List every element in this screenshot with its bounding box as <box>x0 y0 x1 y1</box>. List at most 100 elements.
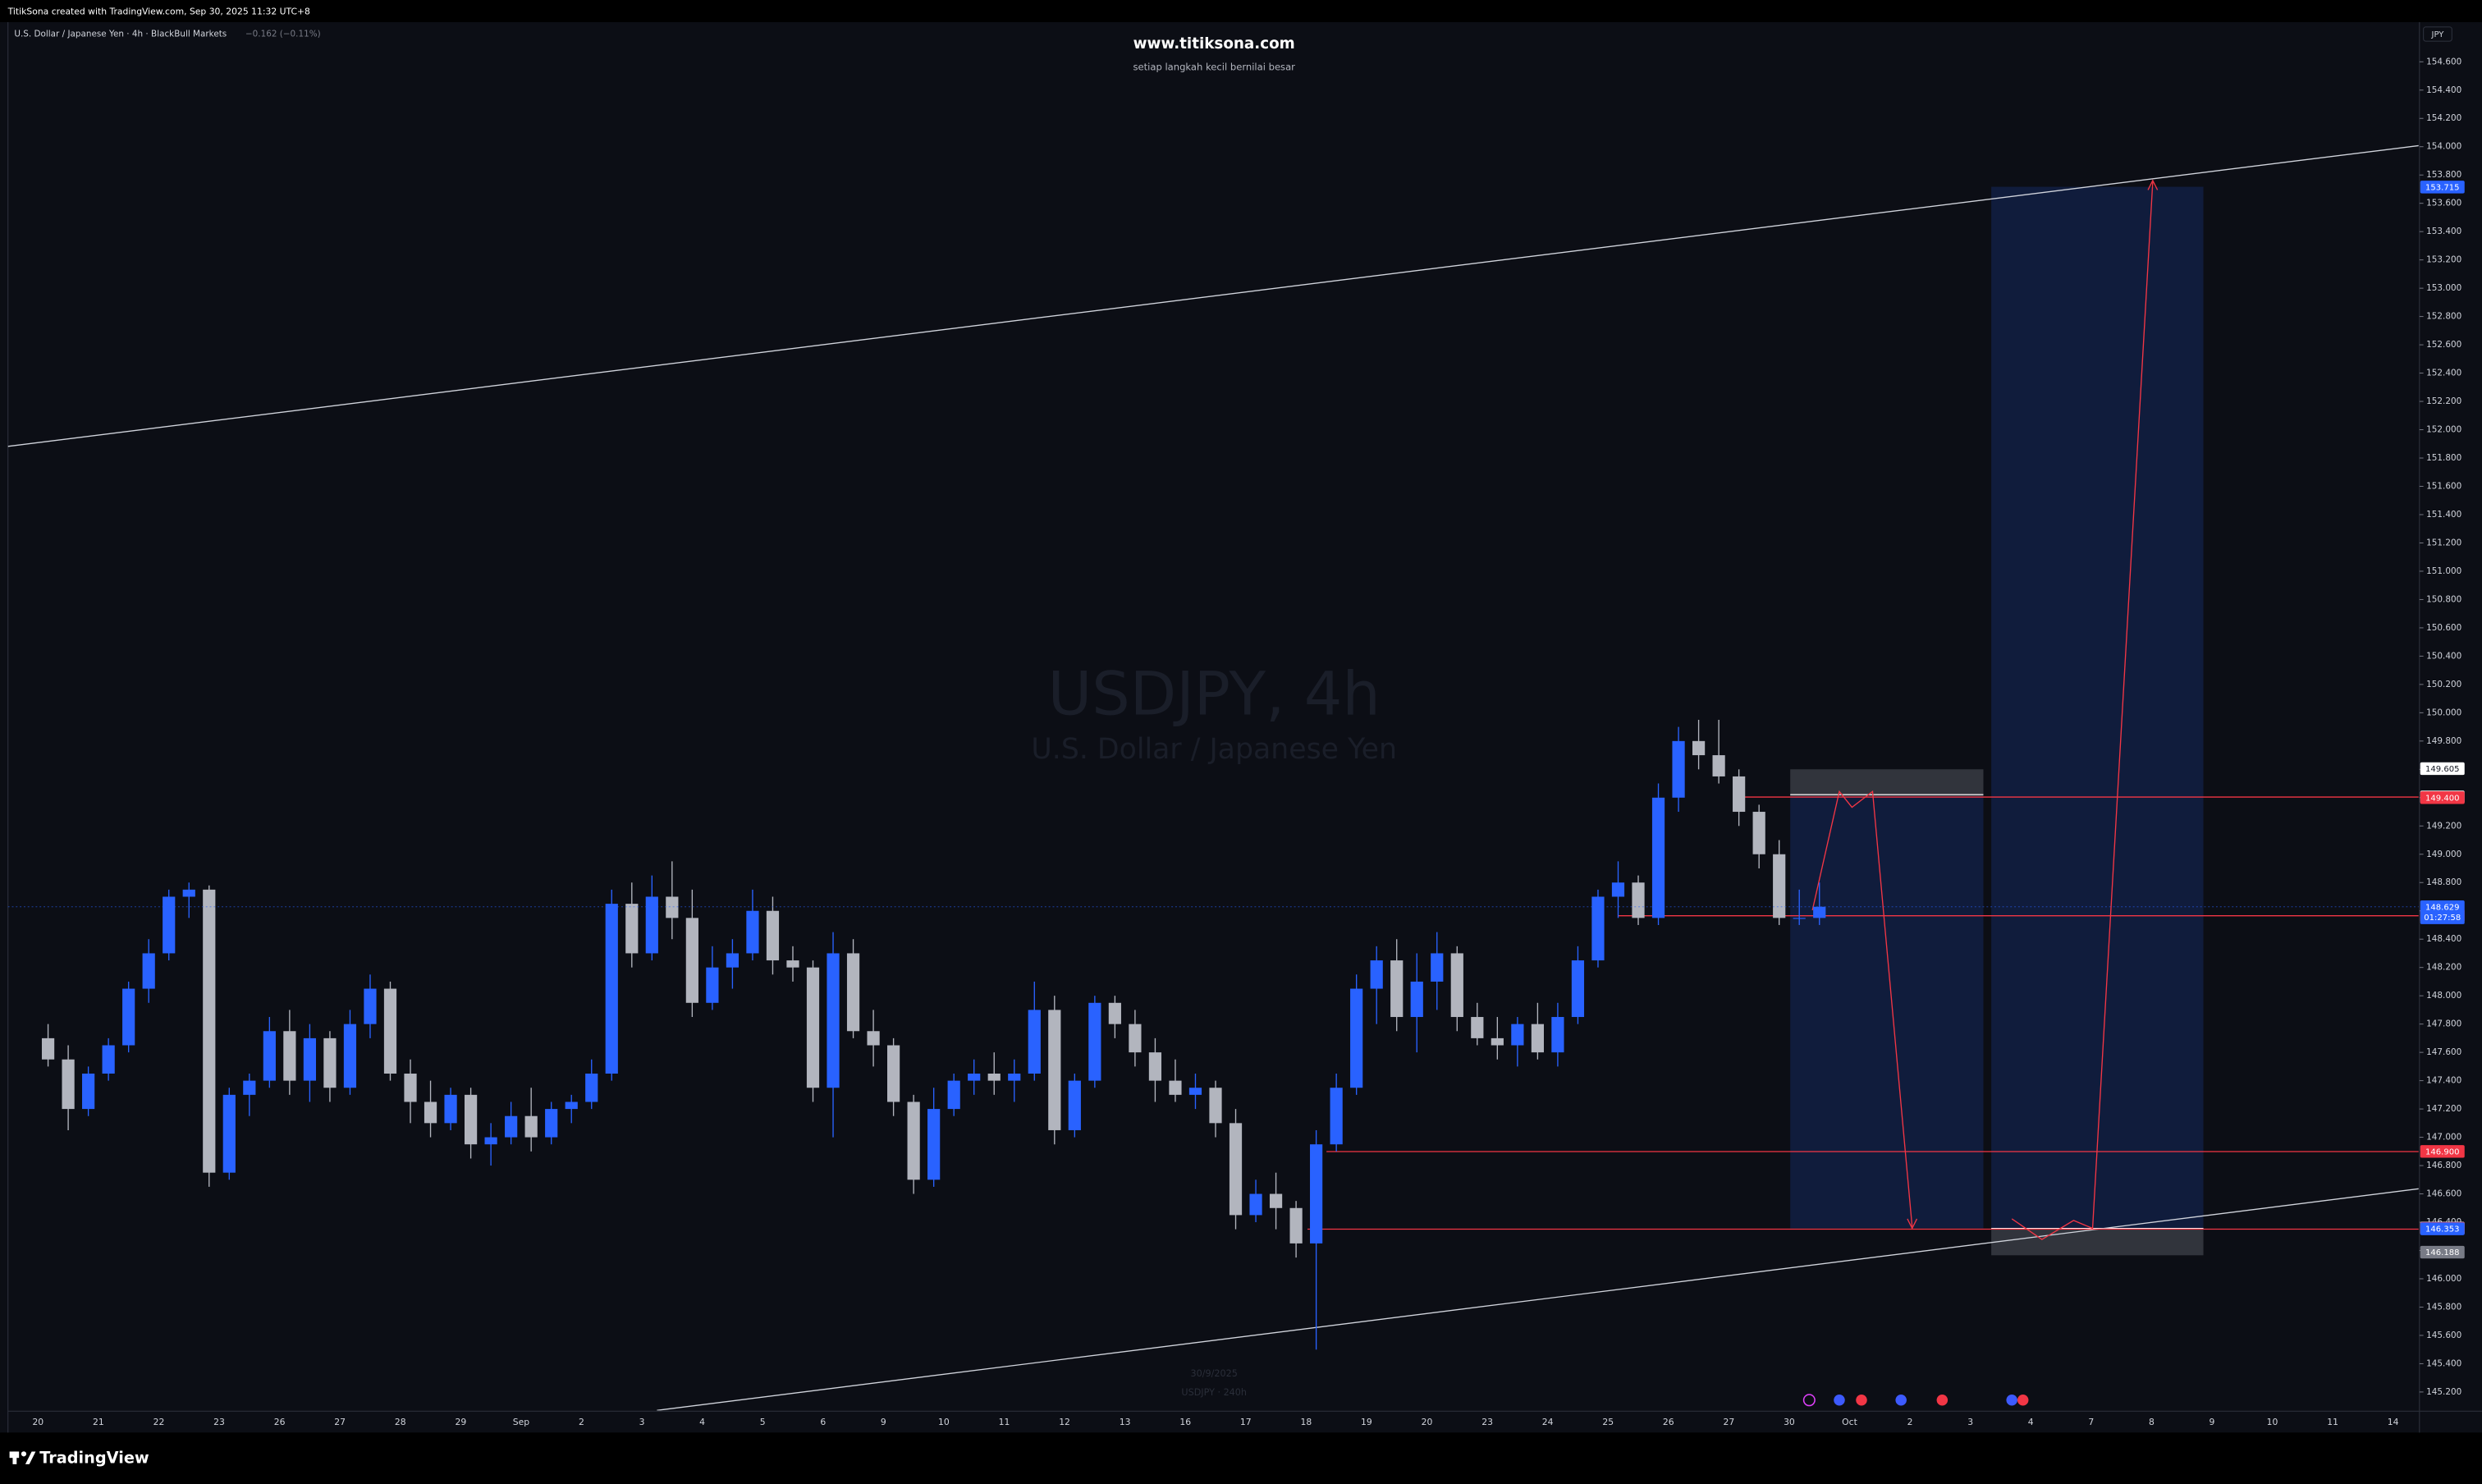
y-tick-label: 146.800 <box>2426 1161 2461 1170</box>
interval-watermark: USDJPY · 240h <box>1181 1387 1247 1398</box>
y-tick-label: 147.600 <box>2426 1047 2461 1057</box>
candle-body <box>82 1073 95 1110</box>
candle-body <box>1813 906 1826 918</box>
x-tick-label: 29 <box>455 1417 466 1427</box>
y-tick-label: 148.400 <box>2426 934 2461 944</box>
brand: TradingView <box>39 1449 149 1468</box>
candle-body <box>1269 1193 1283 1208</box>
candle-body <box>263 1031 276 1081</box>
symbol-legend: U.S. Dollar / Japanese Yen · 4h · BlackB… <box>14 29 227 39</box>
candle-body <box>1712 755 1725 776</box>
candle-body <box>605 904 618 1074</box>
x-tick-label: 3 <box>639 1417 645 1427</box>
candle-body <box>1733 776 1746 813</box>
candle-body <box>383 988 397 1074</box>
candle-body <box>1169 1080 1182 1095</box>
y-tick-label: 150.800 <box>2426 594 2461 604</box>
y-tick-label: 154.200 <box>2426 113 2461 123</box>
candle-body <box>1611 882 1625 897</box>
symbol-watermark-subtitle: U.S. Dollar / Japanese Yen <box>1031 733 1397 766</box>
candle-body <box>1651 797 1665 918</box>
event-icons <box>1802 1394 2029 1407</box>
candle-body <box>927 1109 941 1180</box>
event-icon <box>2017 1395 2029 1406</box>
x-tick-label: 23 <box>213 1417 225 1427</box>
candles <box>7 719 2419 1350</box>
x-tick-label: 27 <box>334 1417 346 1427</box>
x-tick-label: 18 <box>1300 1417 1312 1427</box>
x-tick-label: Sep <box>513 1417 529 1427</box>
y-tick-label: 147.800 <box>2426 1019 2461 1029</box>
candle-body <box>545 1109 558 1138</box>
candle-body <box>62 1059 75 1110</box>
candle-body <box>1148 1052 1162 1081</box>
y-tick-label: 147.200 <box>2426 1104 2461 1114</box>
y-tick-label: 154.600 <box>2426 57 2461 66</box>
candle-body <box>1350 988 1363 1088</box>
candle-body <box>283 1031 296 1081</box>
x-tick-label: 9 <box>881 1417 886 1427</box>
candle-body <box>1591 896 1605 961</box>
candle-body <box>625 904 639 954</box>
candle-body <box>1692 740 1706 756</box>
y-axis-unit: JPY <box>2431 30 2445 39</box>
short-target-zone <box>1790 796 1984 1229</box>
candle-body <box>404 1073 417 1102</box>
candle-body <box>827 953 840 1088</box>
candle-body <box>1773 854 1786 918</box>
candle-body <box>1370 960 1383 989</box>
price-badge-label: 146.353 <box>2425 1225 2459 1234</box>
candle-body <box>1008 1073 1021 1081</box>
projection-path <box>1811 790 1913 1227</box>
candle-body <box>464 1094 478 1145</box>
x-tick-label: 9 <box>2210 1417 2215 1427</box>
candle-body <box>867 1031 880 1046</box>
channel-upper <box>7 144 2419 447</box>
x-tick-label: 30 <box>1784 1417 1795 1427</box>
candle-body <box>947 1080 960 1110</box>
x-tick-label: 5 <box>760 1417 766 1427</box>
y-tick-label: 154.000 <box>2426 142 2461 152</box>
footer-bar <box>0 1432 2482 1484</box>
y-tick-label: 151.200 <box>2426 538 2461 547</box>
y-tick-label: 150.200 <box>2426 680 2461 689</box>
y-tick-label: 152.000 <box>2426 425 2461 435</box>
candle-body <box>1431 953 1444 982</box>
price-badge-label: 146.900 <box>2425 1147 2459 1157</box>
y-tick-label: 151.400 <box>2426 510 2461 520</box>
candle-body <box>1491 1037 1504 1046</box>
price-badge-label: 146.188 <box>2425 1248 2459 1257</box>
x-tick-label: 10 <box>2267 1417 2278 1427</box>
candle-body <box>1551 1017 1564 1053</box>
candle-body <box>323 1037 337 1088</box>
x-tick-label: 27 <box>1724 1417 1735 1427</box>
candle-body <box>746 910 759 954</box>
x-tick-label: 12 <box>1059 1417 1070 1427</box>
candle-body <box>444 1094 457 1124</box>
symbol-watermark: USDJPY, 4h <box>1048 659 1381 729</box>
x-tick-label: 2 <box>579 1417 584 1427</box>
x-tick-label: 7 <box>2088 1417 2094 1427</box>
event-icon <box>1834 1395 1845 1406</box>
candle-body <box>364 988 377 1024</box>
y-tick-label: 145.800 <box>2426 1302 2461 1312</box>
y-tick-label: 153.200 <box>2426 255 2461 265</box>
x-tick-label: 23 <box>1481 1417 1493 1427</box>
x-tick-label: 8 <box>2149 1417 2155 1427</box>
candle-body <box>1450 953 1463 1018</box>
candle-body <box>585 1073 598 1102</box>
y-tick-label: 153.000 <box>2426 283 2461 293</box>
candle-body <box>1028 1010 1041 1074</box>
y-tick-label: 152.400 <box>2426 369 2461 378</box>
candle-body <box>1672 740 1685 798</box>
y-tick-label: 147.000 <box>2426 1133 2461 1143</box>
candle-body <box>726 953 740 968</box>
y-tick-label: 150.600 <box>2426 623 2461 633</box>
candle-body <box>1129 1024 1142 1053</box>
x-tick-label: 13 <box>1120 1417 1131 1427</box>
x-tick-label: 26 <box>1663 1417 1674 1427</box>
y-tick-label: 152.800 <box>2426 312 2461 322</box>
price-badge <box>2420 1222 2465 1235</box>
price-badge-label: 153.715 <box>2425 183 2459 192</box>
